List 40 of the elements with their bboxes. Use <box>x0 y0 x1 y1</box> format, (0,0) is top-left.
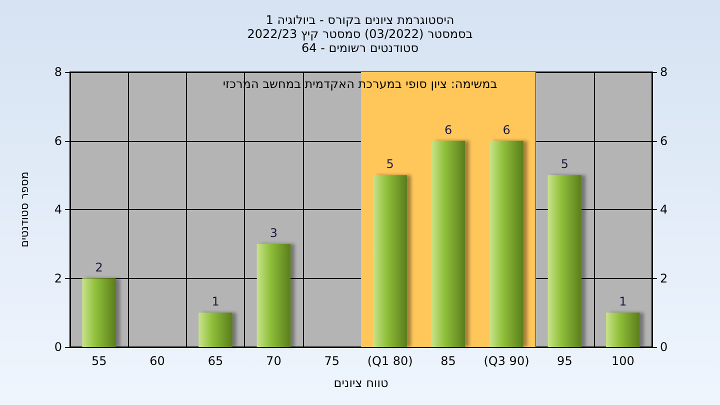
y-tick-label: 4 <box>54 202 62 216</box>
y-tick-label: 6 <box>54 134 62 148</box>
bar <box>606 312 640 347</box>
chart-title: היסטוגרמת ציונים בקורס - ביולוגיה 1 <box>266 13 454 27</box>
x-tick-label: 85 <box>440 354 456 368</box>
data-label: 6 <box>444 122 452 137</box>
data-label: 1 <box>619 294 627 309</box>
x-tick-label: 100 <box>611 354 634 368</box>
bar <box>548 175 582 347</box>
x-axis-title: טווח ציונים <box>334 376 388 390</box>
x-tick-label: (Q3 90) <box>484 354 530 368</box>
y2-tick-label: 4 <box>660 202 668 216</box>
data-label: 5 <box>386 157 394 172</box>
y-axis-title: מספר סטודנטים <box>18 172 31 248</box>
chart-subtitle: בסמסטר (03/2022) סמסטר קיץ 2022/23 סטודנטים רשומים - 64 <box>247 27 473 55</box>
x-tick-label: 95 <box>557 354 572 368</box>
y2-tick-label: 6 <box>660 134 668 148</box>
data-label: 3 <box>270 226 278 240</box>
data-label: 2 <box>95 260 103 274</box>
x-tick-label: 60 <box>150 354 165 368</box>
bar <box>256 244 291 347</box>
x-tick-label: (Q1 80) <box>367 354 413 368</box>
bar <box>82 278 116 347</box>
y-tick-label: 2 <box>54 271 62 286</box>
x-tick-label: 70 <box>266 354 282 368</box>
x-tick-label: 65 <box>208 354 224 368</box>
bar <box>431 140 466 347</box>
y-tick-label: 0 <box>54 340 62 354</box>
data-label: 1 <box>212 294 220 309</box>
bar <box>490 140 524 347</box>
y-tick-label: 8 <box>54 65 62 79</box>
data-label: 6 <box>502 122 510 137</box>
y2-tick-label: 2 <box>660 271 668 286</box>
y2-tick-label: 8 <box>660 65 668 79</box>
bar <box>198 312 232 347</box>
x-tick-label: 55 <box>91 354 107 368</box>
data-label: 5 <box>560 157 569 172</box>
bar <box>373 175 407 347</box>
y2-tick-label: 0 <box>660 340 668 354</box>
x-tick-label: 75 <box>324 354 340 368</box>
